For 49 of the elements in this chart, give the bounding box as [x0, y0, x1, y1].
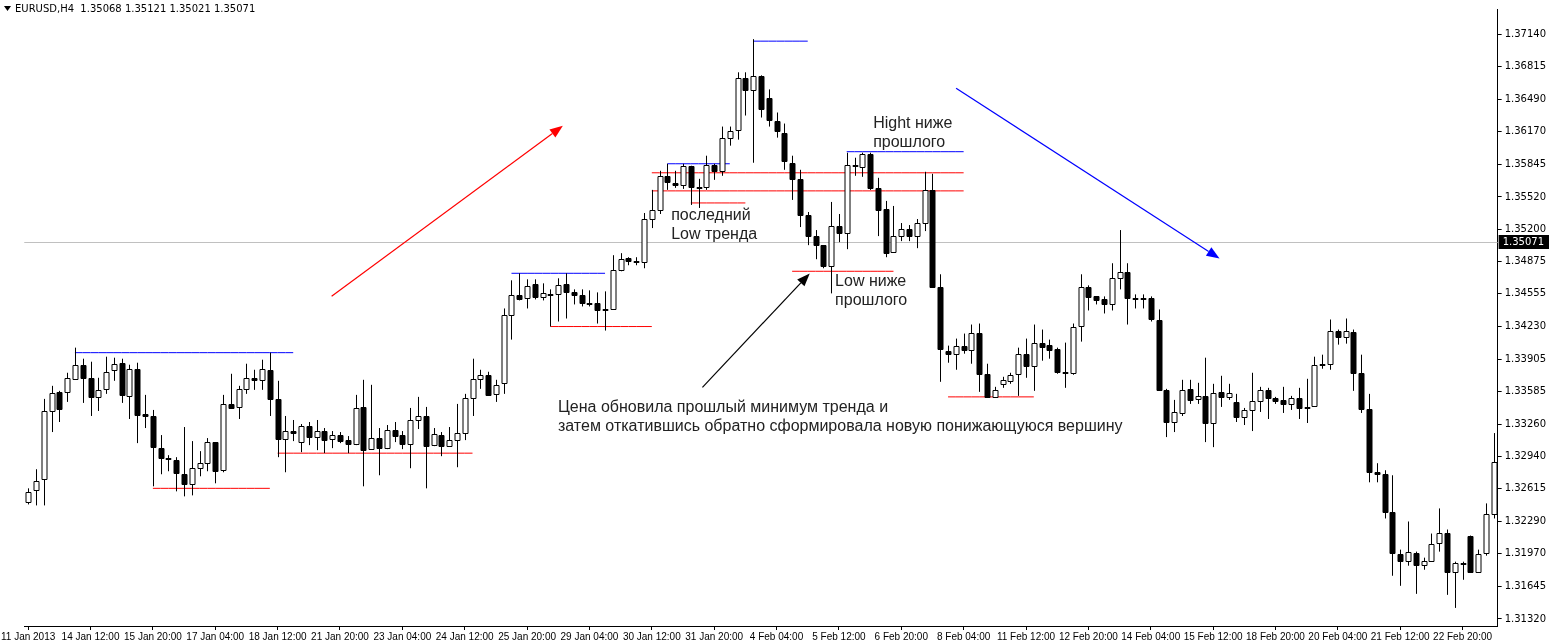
- x-tick-label: 15 Feb 12:00: [1183, 630, 1244, 642]
- x-tick-label: 21 Jan 20:00: [311, 630, 370, 642]
- y-tick-label: 1.31645: [1504, 579, 1547, 591]
- x-tick-label: 15 Jan 20:00: [123, 630, 183, 642]
- x-tick-label: 23 Jan 04:00: [373, 630, 432, 642]
- x-tick-label: 8 Feb 04:00: [936, 630, 991, 642]
- y-tick-label: 1.31320: [1504, 612, 1547, 624]
- x-tick-label: 6 Feb 20:00: [874, 630, 929, 642]
- y-tick-label: 1.32940: [1504, 449, 1547, 461]
- x-tick-label: 5 Feb 12:00: [812, 630, 867, 642]
- x-tick-label: 20 Feb 04:00: [1308, 630, 1368, 642]
- y-tick-label: 1.35520: [1504, 190, 1547, 202]
- y-tick-label: 1.33905: [1504, 352, 1547, 364]
- x-tick-label: 30 Jan 12:00: [622, 630, 682, 642]
- x-tick-label: 18 Feb 20:00: [1246, 630, 1306, 642]
- y-tick-label: 1.36170: [1504, 125, 1547, 137]
- y-tick-label: 1.34555: [1504, 287, 1547, 299]
- y-tick-label: 1.31970: [1504, 547, 1547, 559]
- y-tick-label: 1.32615: [1504, 482, 1547, 494]
- annotation: последний Low тренда: [671, 205, 758, 244]
- y-tick-label: 1.34230: [1504, 320, 1547, 332]
- x-tick-label: 4 Feb 04:00: [749, 630, 804, 642]
- y-tick-label: 1.36490: [1504, 93, 1547, 105]
- y-tick-label: 1.35200: [1504, 222, 1547, 234]
- y-tick-label: 1.32290: [1504, 515, 1547, 527]
- x-tick-label: 21 Feb 12:00: [1370, 630, 1431, 642]
- x-tick-label: 12 Feb 20:00: [1058, 630, 1119, 642]
- x-tick-label: 14 Feb 04:00: [1121, 630, 1181, 642]
- x-tick-label: 24 Jan 12:00: [435, 630, 495, 642]
- y-tick-label: 1.36815: [1504, 60, 1547, 72]
- x-tick-label: 25 Jan 20:00: [498, 630, 557, 642]
- annotation: Hight ниже прошлого: [873, 113, 953, 151]
- chart-title: EURUSD,H4 1.35068 1.35121 1.35021 1.35071: [15, 3, 256, 14]
- x-tick-label: 29 Jan 04:00: [560, 630, 619, 642]
- x-tick-label: 31 Jan 20:00: [685, 630, 744, 642]
- y-tick-label: 1.33585: [1504, 384, 1547, 396]
- x-tick-label: 14 Jan 12:00: [61, 630, 120, 642]
- y-tick-label: 1.34875: [1504, 255, 1547, 267]
- x-tick-label: 17 Jan 04:00: [186, 630, 245, 642]
- annotation: Low ниже прошлого: [835, 271, 908, 310]
- x-tick-label: 22 Feb 20:00: [1433, 630, 1493, 642]
- y-tick-label: 1.37140: [1504, 27, 1547, 39]
- x-tick-label: 11 Feb 12:00: [996, 630, 1056, 642]
- x-tick-label: 18 Jan 12:00: [248, 630, 307, 642]
- annotation: Цена обновила прошлый минимум тренда и затем откатившись обратно сформировала новую понижающуюся вершину: [557, 397, 1123, 436]
- x-tick-label: 11 Jan 2013: [1, 630, 56, 642]
- y-tick-label: 1.33260: [1504, 417, 1547, 429]
- ref-line-label: 1.35071: [1502, 235, 1545, 247]
- y-tick-label: 1.35845: [1504, 157, 1547, 169]
